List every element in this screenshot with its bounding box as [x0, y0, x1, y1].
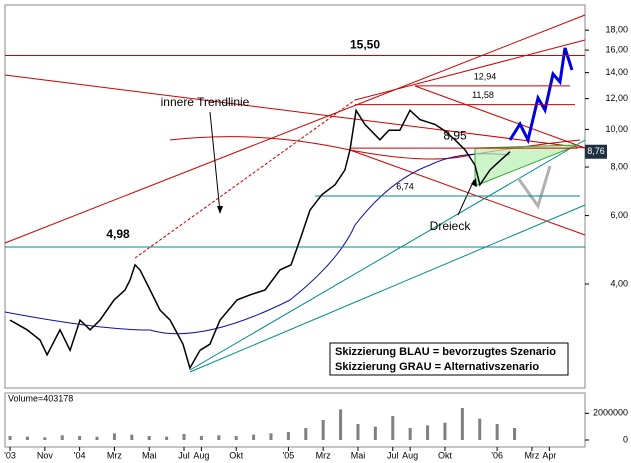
upper-channel	[4, 14, 586, 244]
last-price-box	[585, 144, 607, 159]
x-tick-label: Jul	[387, 450, 399, 460]
volume-bar	[78, 436, 82, 440]
volume-bar	[391, 416, 395, 440]
arrow-head	[217, 206, 223, 214]
volume-frame	[4, 392, 586, 448]
y-tick-label: 10,00	[605, 124, 628, 134]
inner-trendline	[134, 99, 356, 259]
blue-average	[4, 153, 511, 335]
x-tick-label: Mrz	[107, 450, 122, 460]
volume-label: Volume=403178	[8, 393, 73, 403]
blue-scenario	[508, 47, 574, 145]
x-tick-label: '03	[4, 450, 16, 460]
volume-bar	[304, 428, 308, 440]
arrow-head	[471, 178, 477, 187]
teal-channel-bottom	[189, 204, 586, 373]
x-tick-label: Okt	[438, 450, 453, 460]
down-channel-bottom	[349, 149, 586, 236]
legend-box	[329, 342, 569, 376]
volume-bar	[234, 436, 238, 440]
volume-bar	[60, 435, 64, 440]
level-label: 6,74	[396, 181, 414, 191]
x-tick-label: Mrz	[524, 450, 539, 460]
annotation: innere Trendlinie	[161, 95, 250, 109]
volume-bar	[147, 436, 151, 440]
volume-bar	[182, 434, 186, 440]
down-channel-top	[414, 85, 586, 149]
legend-text: Skizzierung BLAU = bevorzugtes Szenario	[335, 346, 556, 358]
price-line	[9, 108, 511, 371]
level-label: 11,58	[472, 90, 494, 100]
volume-bar	[286, 432, 290, 440]
legend-text: Skizzierung GRAU = Alternativszenario	[335, 361, 539, 373]
annotation: Dreieck	[430, 219, 472, 233]
volume-bar	[426, 425, 430, 440]
volume-bar	[339, 409, 343, 440]
x-tick-label: Nov	[37, 450, 54, 460]
x-tick-label: Aug	[193, 450, 209, 460]
volume-bar	[269, 433, 273, 440]
volume-bar	[513, 428, 517, 440]
x-tick-label: Aug	[402, 450, 418, 460]
volume-bar	[112, 433, 116, 440]
volume-bar	[408, 428, 412, 440]
x-tick-label: Mai	[351, 450, 366, 460]
volume-bar	[217, 435, 221, 440]
x-tick-label: Mrz	[316, 450, 331, 460]
volume-bar	[460, 408, 464, 440]
x-tick-label: '06	[491, 450, 503, 460]
x-tick-label: '04	[74, 450, 86, 460]
y-tick-label: 18,00	[605, 25, 628, 35]
y-tick-label: 12,00	[605, 93, 628, 103]
trend-lines	[4, 14, 586, 373]
volume-bar	[495, 424, 499, 440]
y-tick-label: 4,00	[610, 278, 628, 288]
down-line	[4, 74, 586, 149]
volume-bar	[252, 434, 256, 440]
level-label: 8,95	[443, 128, 467, 142]
volume-bar	[43, 437, 47, 440]
volume-tick-label: 0	[623, 434, 628, 444]
volume-bar	[95, 436, 99, 440]
annotation-arrow	[209, 111, 221, 213]
volume-bar	[443, 422, 447, 440]
y-tick-label: 16,00	[605, 44, 628, 54]
level-label: 15,50	[350, 38, 380, 52]
level-label: 12,94	[474, 71, 497, 81]
x-tick-label: Jul	[178, 450, 190, 460]
volume-bar	[199, 436, 203, 440]
plot-frame	[4, 4, 586, 389]
volume-bar	[25, 436, 29, 440]
annotation-arrow	[457, 179, 475, 216]
x-tick-label: Okt	[229, 450, 244, 460]
volume-bar	[478, 418, 482, 440]
volume-bar	[130, 434, 134, 440]
volume-bar	[373, 426, 377, 440]
inner-trendline-solid	[354, 39, 586, 101]
y-tick-label: 8,00	[610, 161, 628, 171]
volume-bar	[321, 420, 325, 440]
volume-bar	[8, 436, 12, 440]
volume-bar	[165, 436, 169, 440]
x-tick-label: Mai	[142, 450, 157, 460]
y-tick-label: 6,00	[610, 210, 628, 220]
y-tick-label: 14,00	[605, 67, 628, 77]
x-tick-label: '05	[283, 450, 295, 460]
last-price-label: 8,76	[587, 146, 605, 156]
gray-scenario	[516, 165, 552, 210]
volume-tick-label: 2000000	[593, 408, 628, 418]
x-tick-label: Apr	[542, 450, 556, 460]
volume-bar	[356, 424, 360, 440]
level-label: 4,98	[106, 227, 130, 241]
